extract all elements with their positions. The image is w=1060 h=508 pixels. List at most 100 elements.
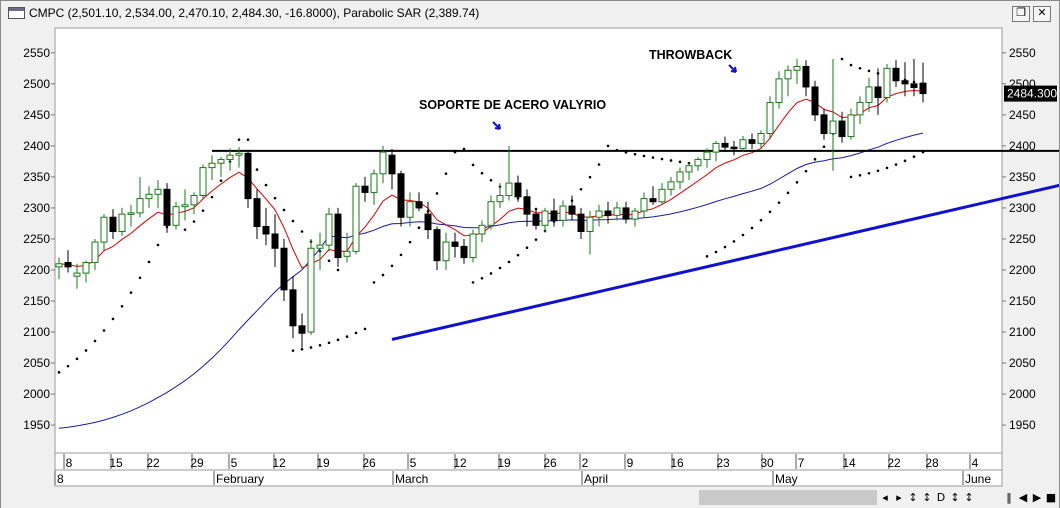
last-price-label: 2484.300 <box>1007 87 1057 101</box>
zoom-vertical-button[interactable]: ↕ <box>908 491 918 504</box>
sar-dot <box>183 228 187 231</box>
y-tick-label-right: 2050 <box>1009 356 1036 370</box>
sar-dot <box>516 253 520 257</box>
x-month-label: June <box>965 472 991 486</box>
period-daily-button[interactable]: D <box>936 491 946 504</box>
split-button[interactable]: ‖ <box>1006 491 1012 504</box>
stop-button[interactable]: ■ <box>1045 491 1057 504</box>
next-button[interactable]: ▶ <box>1032 491 1042 504</box>
candle-body <box>784 69 792 80</box>
sar-dot <box>345 335 349 338</box>
sar-dot <box>381 273 385 277</box>
sar-dot <box>93 339 97 343</box>
x-day-label: 26 <box>362 456 376 470</box>
sar-dot <box>471 281 475 284</box>
sar-dot <box>858 66 862 70</box>
x-day-label: 14 <box>842 456 856 470</box>
sar-dot <box>795 181 799 184</box>
plot-area <box>54 27 1003 454</box>
sar-dot <box>399 253 403 257</box>
sar-dot <box>444 172 448 175</box>
x-day-label: 12 <box>272 456 286 470</box>
candle-body <box>226 154 234 161</box>
y-tick-label-right: 2350 <box>1009 170 1036 184</box>
sar-dot <box>471 163 475 167</box>
sar-dot <box>840 57 844 61</box>
sar-dot <box>462 147 466 151</box>
scale-button[interactable]: ↕ <box>950 491 960 504</box>
sar-dot <box>480 276 484 280</box>
sar-dot <box>300 230 304 233</box>
candle-body <box>55 263 63 268</box>
x-day-label: 26 <box>543 456 557 470</box>
y-tick-label-left: 2450 <box>23 108 50 122</box>
sar-dot <box>102 329 106 332</box>
sar-dot <box>84 349 88 352</box>
candle-body <box>145 193 153 200</box>
candle-body <box>190 195 198 206</box>
candle-body <box>883 67 891 98</box>
scroll-left-button[interactable]: ◂ <box>882 491 888 504</box>
candle-body <box>118 213 126 233</box>
zoom-in-button[interactable]: ↕ <box>922 491 932 504</box>
sar-dot <box>489 272 493 275</box>
candle-body <box>262 226 270 235</box>
sar-dot <box>390 264 394 268</box>
candle-body <box>901 80 909 85</box>
candle-body <box>820 114 828 134</box>
window-titlebar[interactable]: CMPC (2,501.10, 2,534.00, 2,470.10, 2,48… <box>1 1 1059 25</box>
candle-body <box>406 201 414 218</box>
candle-body <box>334 213 342 259</box>
x-day-label: 7 <box>798 456 805 470</box>
sar-dot <box>309 346 313 349</box>
x-month-label: February <box>216 472 264 486</box>
y-tick-label-left: 2550 <box>23 46 50 60</box>
candle-body <box>415 201 423 209</box>
y-tick-label-right: 2300 <box>1009 201 1036 215</box>
x-day-label: 28 <box>925 456 939 470</box>
sar-dot <box>372 281 376 284</box>
sar-dot <box>849 63 853 67</box>
sar-dot <box>192 220 196 223</box>
sar-dot <box>219 179 223 182</box>
sar-dot <box>894 163 898 166</box>
candle-body <box>775 78 783 103</box>
sar-dot <box>246 138 250 141</box>
horizontal-scrollbar[interactable] <box>699 490 877 505</box>
scroll-right-button[interactable]: ▸ <box>896 491 902 504</box>
candle-body <box>640 198 648 212</box>
sar-dot <box>498 266 502 270</box>
y-tick-label-left: 2300 <box>23 201 50 215</box>
candle-body <box>199 167 207 197</box>
candle-body <box>163 188 171 226</box>
candle-body <box>586 216 594 233</box>
y-tick-label-right: 2150 <box>1009 294 1036 308</box>
candle-body <box>244 152 252 200</box>
candle-body <box>442 241 450 262</box>
candle-body <box>235 152 243 156</box>
candle-body <box>793 65 801 71</box>
sar-dot <box>255 168 259 171</box>
restore-icon[interactable]: ❐ <box>1012 6 1030 22</box>
previous-button[interactable]: ◀ <box>1018 491 1028 504</box>
y-tick-label-right: 2450 <box>1009 108 1036 122</box>
fit-button[interactable]: ↕ <box>964 491 974 504</box>
sar-dot <box>579 187 583 191</box>
trendline <box>391 183 1059 341</box>
sar-dot <box>318 343 322 347</box>
sar-dot <box>723 245 727 249</box>
close-icon[interactable]: ✕ <box>1033 6 1051 22</box>
sar-dot <box>417 226 421 229</box>
candle-body <box>343 250 351 257</box>
sar-dot <box>210 195 214 199</box>
candle-body <box>154 188 162 195</box>
candle-body <box>64 262 72 268</box>
sar-dot <box>507 260 511 264</box>
sar-dot <box>66 364 70 368</box>
sar-dot <box>912 155 916 158</box>
sar-dot <box>606 144 610 148</box>
candle-body <box>541 210 549 226</box>
sar-dot <box>300 347 304 351</box>
candle-body <box>451 241 459 247</box>
candle-body <box>109 216 117 233</box>
